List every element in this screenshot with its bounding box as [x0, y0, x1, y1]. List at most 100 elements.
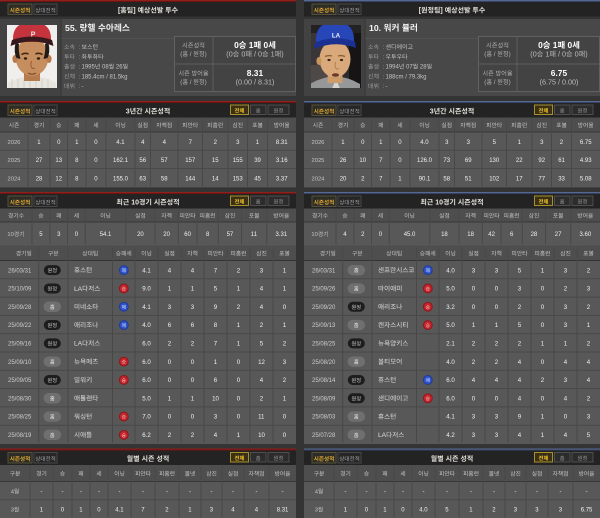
svg-text:6.0: 6.0: [446, 377, 455, 384]
svg-text:26: 26: [340, 158, 347, 164]
svg-text:6: 6: [191, 322, 195, 329]
svg-text:28: 28: [531, 232, 538, 238]
svg-text:0.00): 0.00): [562, 78, 578, 87]
svg-text:3.60: 3.60: [580, 232, 592, 238]
svg-text::: :: [79, 55, 81, 61]
svg-text:1: 1: [75, 140, 79, 146]
svg-text:12: 12: [55, 176, 62, 182]
svg-text:1: 1: [237, 322, 241, 329]
svg-text:25/07/28: 25/07/28: [312, 433, 336, 439]
svg-text:1: 1: [541, 414, 545, 421]
svg-text:0: 0: [472, 304, 476, 311]
svg-text:4: 4: [587, 377, 591, 384]
svg-text:2: 2: [168, 341, 172, 348]
svg-text:3: 3: [587, 414, 591, 421]
svg-text:/: /: [106, 74, 108, 80]
svg-text:07: 07: [406, 65, 413, 71]
svg-text:2: 2: [283, 377, 287, 384]
svg-text:-: -: [560, 489, 562, 495]
svg-text:5: 5: [445, 508, 449, 514]
svg-text:2: 2: [492, 508, 496, 514]
svg-text:-: -: [232, 489, 234, 495]
svg-text:4.0: 4.0: [420, 140, 429, 146]
svg-text:3: 3: [236, 140, 240, 146]
svg-text:-: -: [493, 489, 495, 495]
svg-text:5: 5: [260, 341, 264, 348]
svg-text:5: 5: [518, 267, 522, 274]
svg-text:4: 4: [11, 489, 15, 495]
svg-text:10: 10: [212, 395, 219, 402]
svg-text:8.31: 8.31: [276, 140, 288, 146]
svg-text:4.1: 4.1: [116, 140, 125, 146]
svg-text:6.0: 6.0: [446, 395, 455, 402]
svg-text:LA: LA: [74, 286, 83, 293]
svg-text:2: 2: [191, 341, 195, 348]
svg-text:1: 1: [587, 322, 591, 329]
svg-text:10.: 10.: [369, 23, 381, 33]
svg-text:0: 0: [398, 140, 402, 146]
svg-text:0: 0: [168, 414, 172, 421]
svg-text:-: -: [282, 489, 284, 495]
svg-text:2: 2: [587, 304, 591, 311]
svg-text:10: 10: [131, 200, 139, 207]
svg-text:4.1: 4.1: [142, 267, 151, 274]
svg-text:77: 77: [538, 176, 545, 182]
svg-text:4.0: 4.0: [446, 267, 455, 274]
svg-text:25/08/25: 25/08/25: [312, 342, 336, 348]
svg-text:58: 58: [443, 176, 450, 182]
svg-text:(: (: [484, 79, 487, 86]
svg-text:): ): [281, 50, 283, 59]
svg-text:0: 0: [398, 158, 402, 164]
svg-text:-: -: [515, 489, 517, 495]
svg-text:45.0: 45.0: [404, 232, 416, 238]
svg-text:1: 1: [344, 508, 348, 514]
svg-text:4: 4: [214, 432, 218, 439]
svg-text:-: -: [384, 489, 386, 495]
svg-text:(0.00: (0.00: [236, 78, 252, 87]
svg-text:57: 57: [161, 158, 168, 164]
svg-text::: :: [383, 55, 385, 61]
svg-text:4.0: 4.0: [446, 359, 455, 366]
svg-text:/: /: [254, 50, 256, 59]
svg-text:(6.75: (6.75: [540, 78, 556, 87]
svg-text:1: 1: [541, 432, 545, 439]
svg-text:79.3kg: 79.3kg: [409, 74, 427, 80]
svg-text:0: 0: [562, 50, 566, 59]
svg-text:4: 4: [260, 377, 264, 384]
svg-text:/: /: [558, 78, 560, 87]
svg-text:11: 11: [258, 414, 265, 421]
svg-text:5: 5: [518, 322, 522, 329]
svg-text:1: 1: [541, 267, 545, 274]
svg-text:(: (: [180, 79, 183, 86]
svg-text:/: /: [405, 74, 407, 80]
svg-text:5: 5: [587, 432, 591, 439]
svg-text:): ): [509, 51, 511, 58]
svg-text:2024: 2024: [8, 176, 22, 182]
svg-text:2026: 2026: [8, 140, 21, 146]
svg-text:1: 1: [168, 286, 172, 293]
svg-text:27: 27: [36, 158, 43, 164]
svg-text:0: 0: [541, 286, 545, 293]
svg-text:73: 73: [443, 158, 450, 164]
svg-text:1: 1: [237, 341, 241, 348]
svg-text:0: 0: [495, 286, 499, 293]
svg-text:1: 1: [283, 267, 287, 274]
svg-text:0: 0: [495, 304, 499, 311]
svg-text:54.1: 54.1: [100, 232, 112, 238]
svg-text:1: 1: [191, 286, 195, 293]
svg-text:4: 4: [255, 508, 259, 514]
svg-text:63: 63: [139, 176, 146, 182]
svg-text:0: 0: [168, 359, 172, 366]
svg-text:-: -: [211, 489, 213, 495]
svg-text:0: 0: [237, 377, 241, 384]
svg-text:2: 2: [168, 432, 172, 439]
svg-text:1: 1: [545, 50, 549, 59]
svg-text:0: 0: [541, 395, 545, 402]
svg-text:25/09/20: 25/09/20: [312, 305, 336, 311]
svg-text:3: 3: [430, 109, 434, 116]
svg-text:6.0: 6.0: [142, 377, 151, 384]
svg-text:2: 2: [361, 232, 365, 238]
svg-text:25/08/19: 25/08/19: [8, 433, 32, 439]
svg-text:3: 3: [472, 414, 476, 421]
svg-text:3: 3: [472, 432, 476, 439]
